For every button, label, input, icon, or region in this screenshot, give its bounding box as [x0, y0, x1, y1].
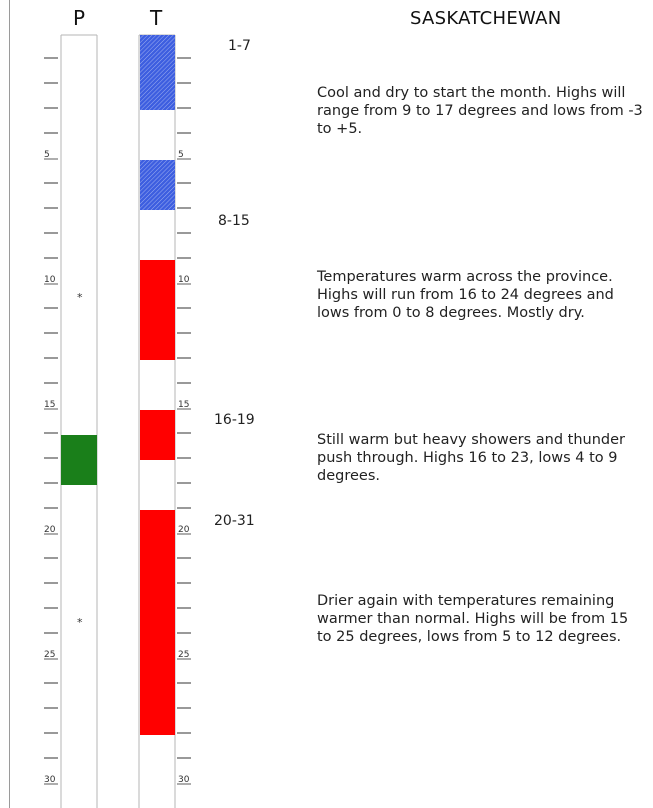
precip-day-tick-label: 25 [44, 650, 55, 660]
temperature-day-tick-label: 10 [178, 275, 190, 285]
temperature-bar-2 [140, 160, 175, 210]
precip-day-tick-label: 20 [44, 525, 56, 535]
period-label-4: 20-31 [214, 513, 255, 529]
precip-column-header: P [73, 6, 86, 30]
period-label-1: 1-7 [228, 38, 251, 54]
temperature-bar-6 [140, 560, 175, 735]
precip-bar-1 [61, 435, 97, 485]
temperature-day-tick-label: 30 [178, 775, 190, 785]
temperature-day-tick-label: 20 [178, 525, 190, 535]
temperature-bar-1 [140, 35, 175, 110]
temperature-bar-4 [140, 410, 175, 460]
temperature-bar-3 [140, 260, 175, 360]
precip-day-tick-label: 15 [44, 400, 55, 410]
temperature-day-tick-label: 15 [178, 400, 189, 410]
period-label-2: 8-15 [218, 213, 250, 229]
period-description-3: Still warm but heavy showers and thunder… [317, 432, 625, 484]
temperature-day-tick-label: 5 [178, 150, 184, 160]
left-rule [9, 0, 10, 808]
precip-day-tick-label: 30 [44, 775, 56, 785]
precip-star-2: * [77, 616, 83, 629]
temperature-bar-5 [140, 510, 175, 560]
period-description-2: Temperatures warm across the province. H… [317, 269, 614, 321]
temperature-day-tick-label: 25 [178, 650, 189, 660]
period-description-4: Drier again with temperatures remaining … [317, 593, 629, 645]
precip-star-1: * [77, 291, 83, 304]
precip-day-tick-label: 10 [44, 275, 56, 285]
temperature-column-header: T [150, 6, 163, 30]
province-title: SASKATCHEWAN [410, 8, 562, 29]
period-label-3: 16-19 [214, 412, 255, 428]
period-description-1: Cool and dry to start the month. Highs w… [317, 85, 643, 137]
precip-day-tick-label: 5 [44, 150, 50, 160]
